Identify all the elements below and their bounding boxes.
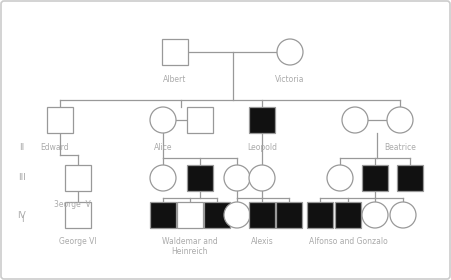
Text: Victoria: Victoria xyxy=(275,75,305,84)
Circle shape xyxy=(277,39,303,65)
Bar xyxy=(249,202,275,228)
Bar xyxy=(249,107,275,133)
Bar xyxy=(162,39,188,65)
Text: III: III xyxy=(18,174,26,183)
Circle shape xyxy=(362,202,388,228)
Bar xyxy=(276,202,302,228)
Bar xyxy=(187,165,213,191)
Text: 3eorge  V: 3eorge V xyxy=(54,200,90,209)
Circle shape xyxy=(150,107,176,133)
Bar xyxy=(397,165,423,191)
Circle shape xyxy=(249,165,275,191)
Text: Waldemar and
Heinreich: Waldemar and Heinreich xyxy=(162,237,218,256)
Text: Edward: Edward xyxy=(41,143,69,152)
Text: Beatrice: Beatrice xyxy=(384,143,416,152)
Bar xyxy=(362,165,388,191)
Text: Alexis: Alexis xyxy=(251,237,273,246)
Bar xyxy=(177,202,203,228)
Text: II: II xyxy=(19,143,25,153)
Bar xyxy=(47,107,73,133)
Bar xyxy=(335,202,361,228)
Text: George VI: George VI xyxy=(59,237,97,246)
Bar xyxy=(307,202,333,228)
Bar xyxy=(187,107,213,133)
Bar xyxy=(65,202,91,228)
Text: Leopold: Leopold xyxy=(247,143,277,152)
Bar xyxy=(204,202,230,228)
Circle shape xyxy=(387,107,413,133)
Bar xyxy=(65,165,91,191)
Circle shape xyxy=(327,165,353,191)
Circle shape xyxy=(224,165,250,191)
Circle shape xyxy=(342,107,368,133)
Bar xyxy=(150,202,176,228)
Text: Alice: Alice xyxy=(154,143,172,152)
Text: I: I xyxy=(21,216,23,225)
Circle shape xyxy=(224,202,250,228)
Text: Albert: Albert xyxy=(163,75,187,84)
Text: Alfonso and Gonzalo: Alfonso and Gonzalo xyxy=(308,237,387,246)
Circle shape xyxy=(150,165,176,191)
Text: IV: IV xyxy=(18,211,26,220)
Circle shape xyxy=(390,202,416,228)
